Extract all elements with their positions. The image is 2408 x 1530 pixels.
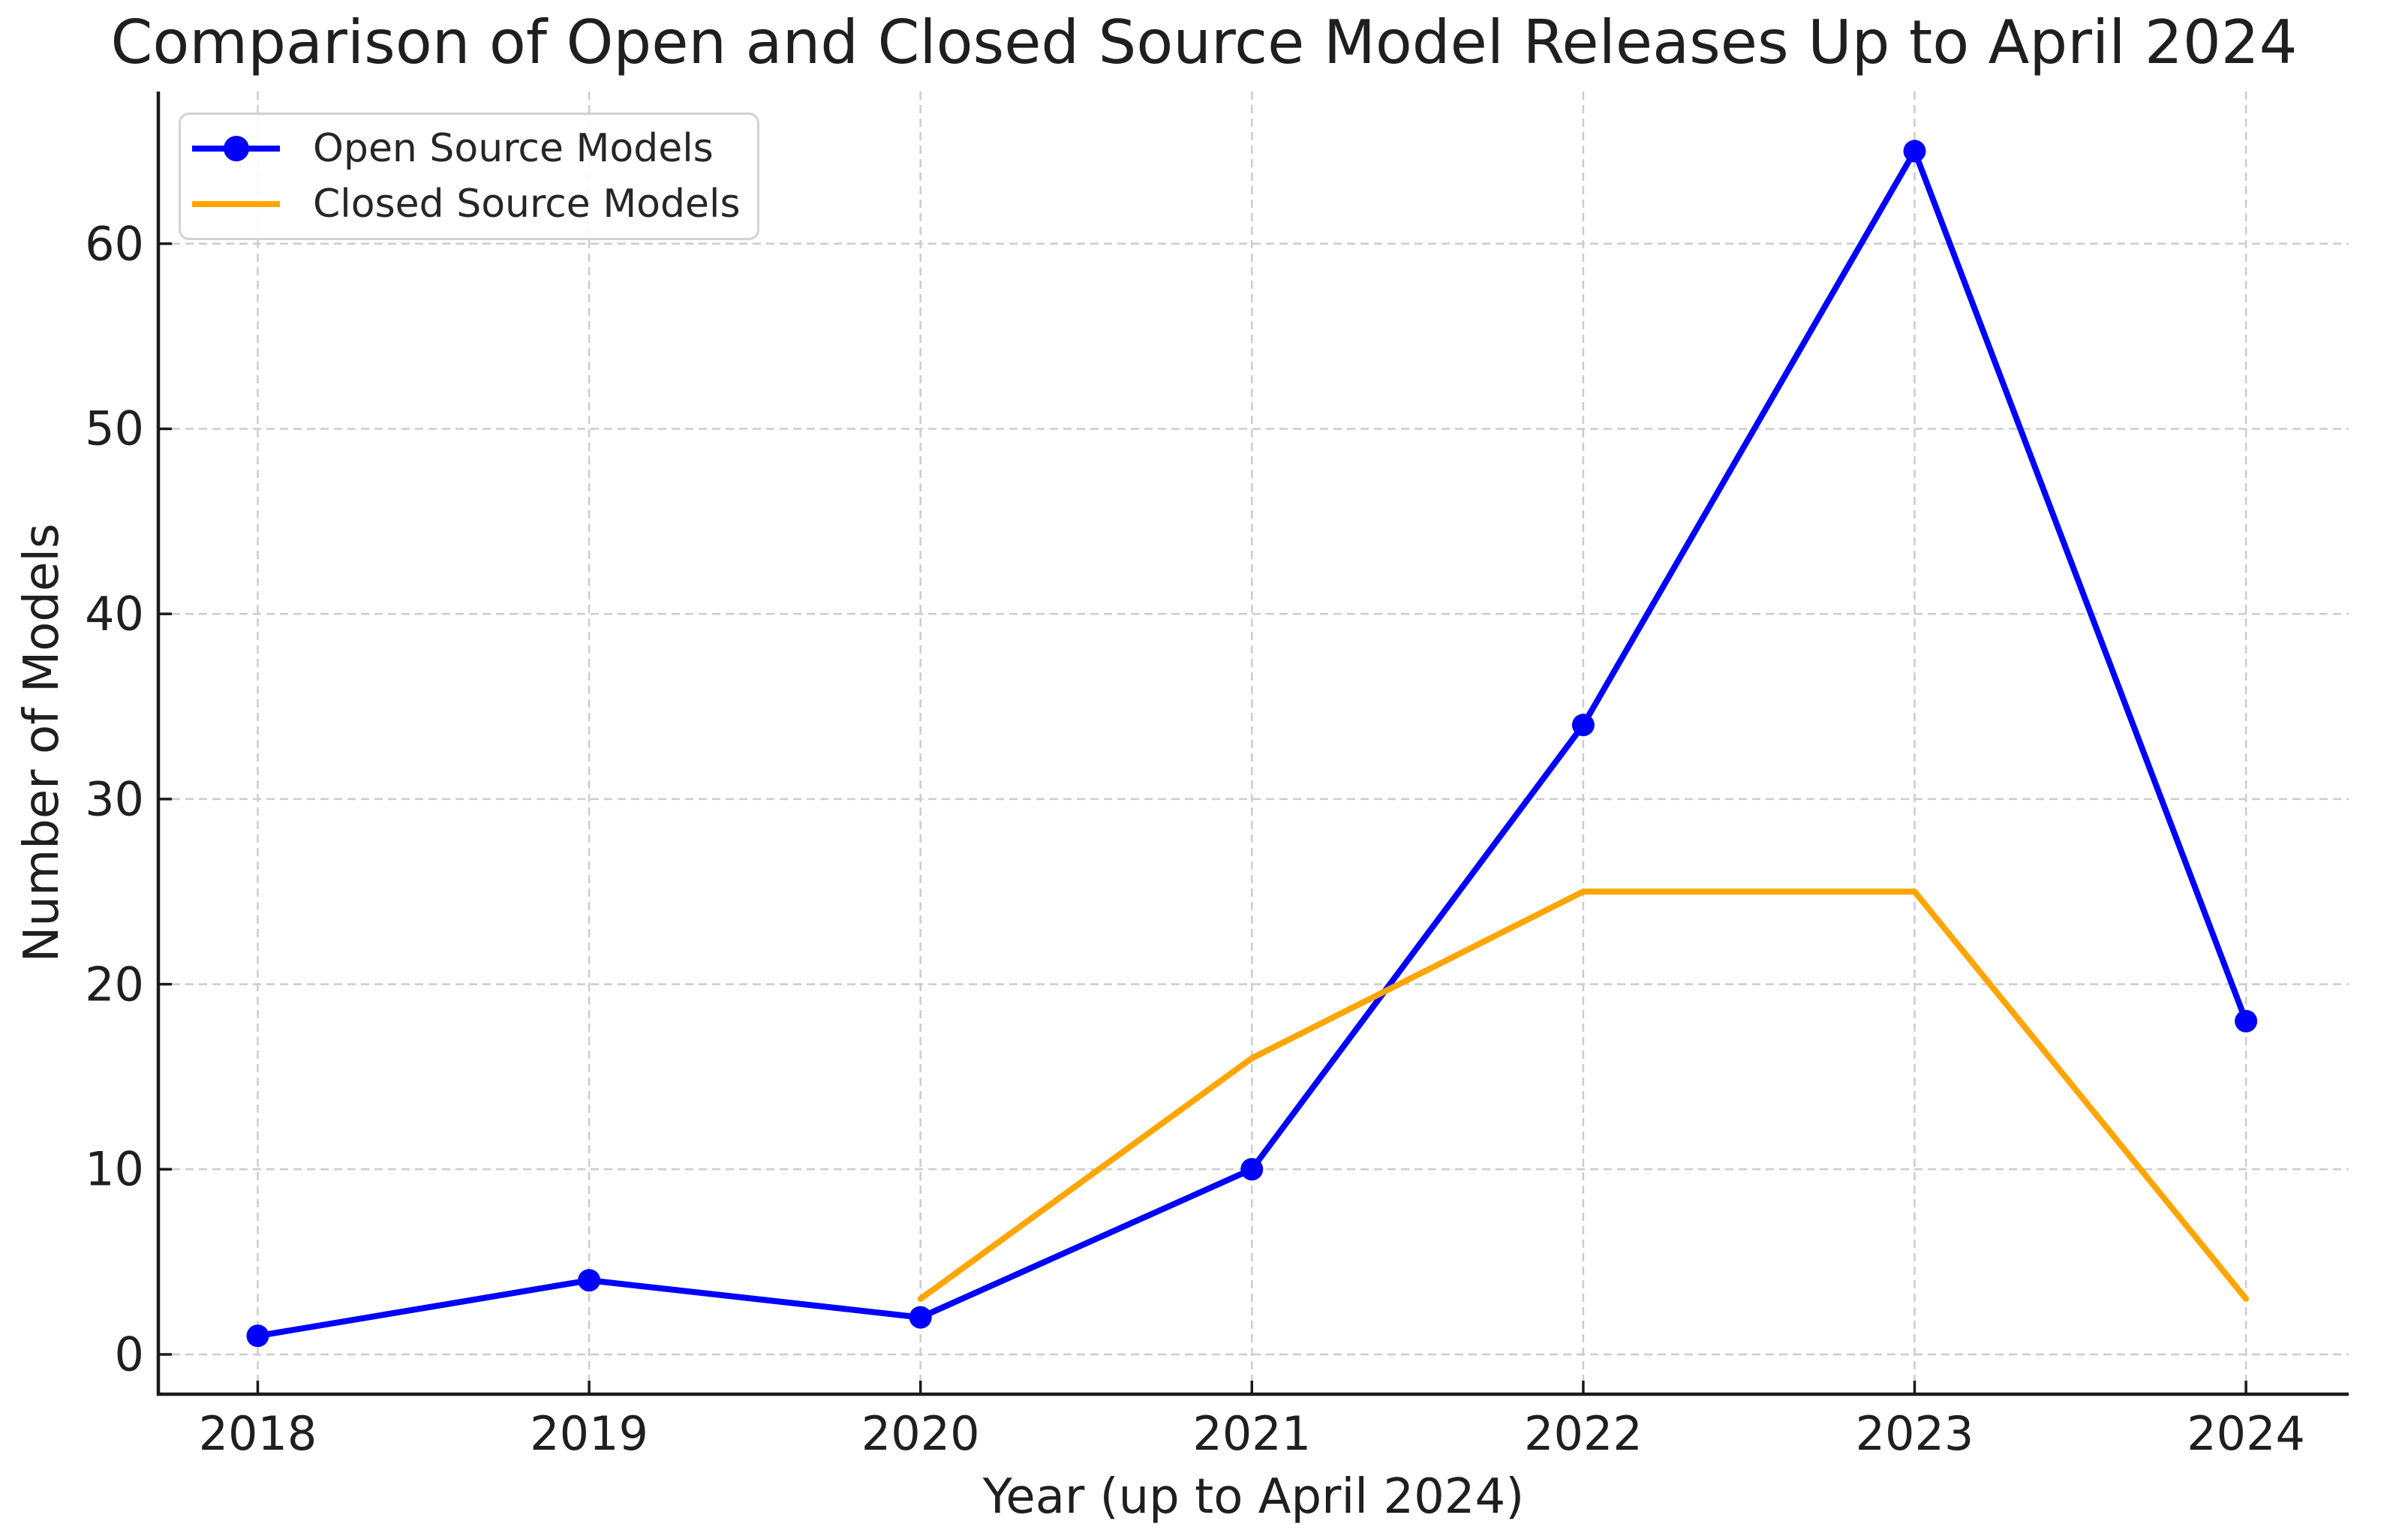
x-tick-label: 2024 [2187,1406,2305,1461]
y-tick-label: 60 [85,216,144,272]
data-point-marker-open-source-models [2235,1009,2258,1033]
x-tick-label: 2019 [530,1406,648,1461]
legend: Open Source Models Closed Source Models [179,113,759,240]
legend-label-closed-source: Closed Source Models [313,182,741,227]
legend-swatch-open-source [192,136,280,161]
y-tick-label: 20 [85,957,144,1012]
x-tick-label: 2023 [1855,1406,1974,1461]
legend-item-closed-source: Closed Source Models [181,182,757,227]
y-tick-label: 50 [85,401,144,456]
x-tick-label: 2020 [861,1406,980,1461]
x-tick-label: 2018 [198,1406,317,1461]
legend-label-open-source: Open Source Models [313,126,714,171]
x-tick-label: 2022 [1523,1406,1643,1461]
data-point-marker-open-source-models [909,1306,932,1329]
legend-line-sample [192,201,280,207]
y-tick-label: 40 [85,586,144,642]
y-tick-label: 30 [85,771,144,827]
data-point-marker-open-source-models [1571,714,1595,737]
data-point-marker-open-source-models [578,1269,601,1292]
data-point-marker-open-source-models [1240,1158,1264,1181]
y-tick-label: 10 [85,1141,144,1197]
y-axis-label: Number of Models [14,523,70,963]
x-tick-label: 2021 [1192,1406,1312,1461]
y-tick-label: 0 [114,1327,144,1382]
legend-item-open-source: Open Source Models [181,126,757,171]
legend-swatch-closed-source [192,191,280,217]
legend-circle-marker-icon [224,136,249,161]
data-point-marker-open-source-models [1903,140,1926,163]
data-point-marker-open-source-models [246,1324,269,1348]
series-line-closed-source-models [917,888,2250,1302]
chart-title: Comparison of Open and Closed Source Mod… [110,8,2298,77]
x-axis-label: Year (up to April 2024) [982,1469,1525,1525]
